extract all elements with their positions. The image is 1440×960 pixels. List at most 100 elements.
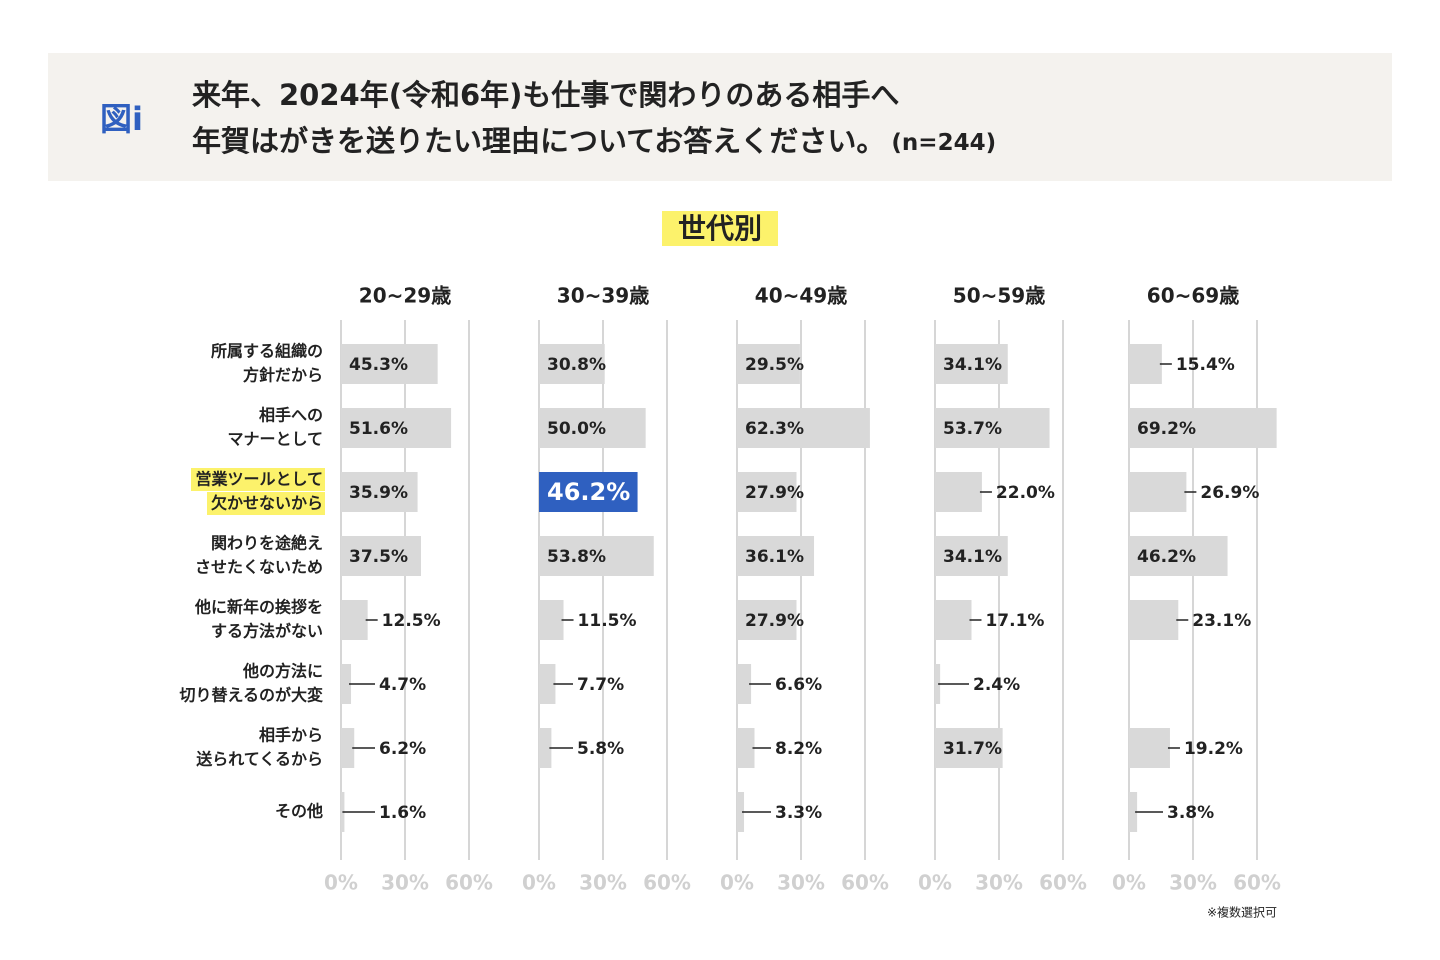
x-tick-label: 30% [579, 871, 627, 895]
category-label: 他の方法に [242, 662, 323, 681]
x-tick-label: 60% [841, 871, 889, 895]
subtitle: 世代別 [678, 212, 762, 245]
value-label: 37.5% [349, 547, 408, 567]
bar [539, 344, 605, 384]
bar [539, 472, 638, 512]
category-label: マナーとして [227, 430, 323, 449]
value-label: 12.5% [382, 611, 441, 631]
value-label: 8.2% [775, 739, 822, 759]
bar [539, 728, 552, 768]
x-tick-label: 30% [975, 871, 1023, 895]
panel-title: 40~49歳 [755, 284, 847, 308]
bar [737, 664, 752, 704]
bar [341, 472, 418, 512]
value-label: 50.0% [547, 419, 606, 439]
x-tick-label: 0% [918, 871, 952, 895]
value-label: 69.2% [1137, 419, 1196, 439]
value-label: 29.5% [745, 355, 804, 375]
bar [341, 664, 352, 704]
bar [341, 408, 452, 448]
value-label: 46.2% [547, 478, 630, 506]
x-tick-label: 0% [522, 871, 556, 895]
value-label: 51.6% [349, 419, 408, 439]
bar [737, 408, 870, 448]
badge: 図i [100, 100, 143, 138]
bar [1129, 792, 1138, 832]
bar [341, 536, 421, 576]
x-tick-label: 60% [445, 871, 493, 895]
category-highlight [207, 492, 325, 515]
bar [737, 792, 745, 832]
panel-title: 30~39歳 [557, 284, 649, 308]
sample-size: (n=244) [891, 130, 996, 156]
value-label: 34.1% [943, 355, 1002, 375]
value-label: 2.4% [973, 675, 1020, 695]
bar [1129, 600, 1179, 640]
bar [539, 600, 564, 640]
value-label: 53.8% [547, 547, 606, 567]
category-highlight [191, 468, 325, 491]
value-label: 5.8% [577, 739, 624, 759]
x-tick-label: 0% [324, 871, 358, 895]
value-label: 11.5% [578, 611, 637, 631]
bar [341, 728, 355, 768]
bar [341, 600, 368, 640]
title: 年賀はがきを送りたい理由についてお答えください。 [192, 124, 885, 158]
panel-title: 60~69歳 [1147, 284, 1239, 308]
panel-title: 50~59歳 [953, 284, 1045, 308]
category-label: 他に新年の挨拶を [194, 598, 323, 617]
value-label: 31.7% [943, 739, 1002, 759]
bar [935, 344, 1008, 384]
bar [1129, 728, 1170, 768]
value-label: 23.1% [1192, 611, 1251, 631]
value-label: 19.2% [1184, 739, 1243, 759]
category-label: 営業ツールとして [195, 470, 323, 489]
bar [935, 728, 1003, 768]
bar [935, 472, 982, 512]
value-label: 6.2% [379, 739, 426, 759]
header-band [48, 53, 1392, 181]
value-label: 27.9% [745, 611, 804, 631]
bar [737, 728, 755, 768]
category-label: 切り替えるのが大変 [179, 686, 323, 705]
bar [737, 600, 797, 640]
category-label: 相手への [259, 406, 323, 425]
bar [935, 536, 1008, 576]
bar [341, 344, 438, 384]
subtitle-highlight [662, 211, 778, 246]
x-tick-label: 30% [777, 871, 825, 895]
value-label: 3.8% [1167, 803, 1214, 823]
value-label: 27.9% [745, 483, 804, 503]
value-label: 36.1% [745, 547, 804, 567]
value-label: 46.2% [1137, 547, 1196, 567]
x-tick-label: 0% [720, 871, 754, 895]
value-label: 4.7% [379, 675, 426, 695]
title: 年賀はがきを送りたい理由についてお答えください。 (n=244) [192, 124, 996, 158]
bar [539, 408, 646, 448]
value-label: 15.4% [1176, 355, 1235, 375]
bar [1129, 536, 1228, 576]
x-tick-label: 60% [643, 871, 691, 895]
bar [935, 408, 1050, 448]
title: 来年、2024年(令和6年)も仕事で関わりのある相手へ [192, 78, 899, 112]
bar [935, 600, 972, 640]
panel-title: 20~29歳 [359, 284, 451, 308]
bar [1129, 408, 1277, 448]
value-label: 1.6% [379, 803, 426, 823]
category-label: 関わりを途絶え [211, 534, 323, 553]
bar [539, 536, 654, 576]
x-tick-label: 60% [1039, 871, 1087, 895]
value-label: 22.0% [996, 483, 1055, 503]
value-label: 35.9% [349, 483, 408, 503]
value-label: 26.9% [1200, 483, 1259, 503]
category-label: 所属する組織の [211, 342, 323, 361]
value-label: 45.3% [349, 355, 408, 375]
bar [737, 472, 797, 512]
value-label: 53.7% [943, 419, 1002, 439]
note: ※複数選択可 [1207, 905, 1277, 920]
value-label: 62.3% [745, 419, 804, 439]
x-tick-label: 30% [1169, 871, 1217, 895]
value-label: 30.8% [547, 355, 606, 375]
x-tick-label: 30% [381, 871, 429, 895]
